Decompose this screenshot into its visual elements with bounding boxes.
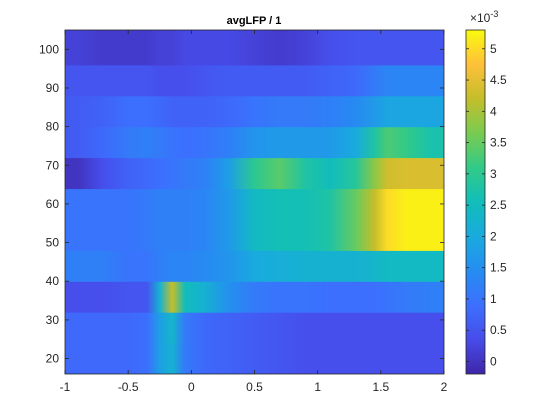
- y-tick-label: 90: [46, 81, 60, 95]
- y-tick-label: 80: [46, 120, 60, 134]
- heatmap-band: [65, 64, 444, 97]
- x-axis: -1 -0.5 0 0.5 1 1.5 2: [60, 30, 448, 394]
- heatmap-band: [65, 281, 444, 313]
- colorbar-tick-label: 4.5: [490, 73, 507, 87]
- x-tick-label: -0.5: [118, 380, 139, 394]
- heatmap-band: [65, 126, 444, 159]
- heatmap-band: [65, 157, 444, 190]
- colorbar-exponent: ×10-3: [470, 9, 498, 25]
- x-tick-label: 1.5: [372, 380, 389, 394]
- x-tick-label: -1: [60, 380, 71, 394]
- colorbar-tick-label: 3: [490, 167, 497, 181]
- heatmap-band: [65, 95, 444, 128]
- x-tick-label: 1: [314, 380, 321, 394]
- heatmap-band: [65, 250, 444, 282]
- colorbar-tick-label: 0: [490, 354, 497, 368]
- y-tick-label: 20: [46, 352, 60, 366]
- colorbar-tick-label: 2.5: [490, 198, 507, 212]
- colorbar: [466, 30, 485, 374]
- colorbar-exponent-power: -3: [490, 9, 498, 19]
- heatmap-band: [65, 219, 444, 251]
- y-axis: 20 30 40 50 60 70 80 90 100: [39, 42, 444, 366]
- y-tick-label: 50: [46, 236, 60, 250]
- colorbar-axis: 0 0.5 1 1.5 2 2.5 3 3.5 4 4.5 5: [466, 42, 507, 368]
- colorbar-tick-label: 3.5: [490, 136, 507, 150]
- colorbar-tick-label: 1: [490, 292, 497, 306]
- x-tick-label: 2: [441, 380, 448, 394]
- x-tick-label: 0.5: [246, 380, 263, 394]
- x-tick-label: 0: [188, 380, 195, 394]
- y-tick-label: 40: [46, 274, 60, 288]
- y-tick-label: 30: [46, 313, 60, 327]
- colorbar-exponent-base: ×10: [470, 11, 491, 25]
- y-tick-label: 60: [46, 197, 60, 211]
- colorbar-frame: [465, 29, 486, 375]
- heatmap-band: [65, 312, 444, 344]
- y-tick-label: 100: [39, 42, 59, 56]
- heatmap-band: [65, 30, 444, 66]
- colorbar-tick-label: 5: [490, 42, 497, 56]
- colorbar-tick-label: 0.5: [490, 323, 507, 337]
- colorbar-tick-label: 1.5: [490, 261, 507, 275]
- heatmap-band: [65, 343, 444, 374]
- heatmap-band: [65, 188, 444, 220]
- y-tick-label: 70: [46, 158, 60, 172]
- colorbar-tick-label: 4: [490, 104, 497, 118]
- colorbar-tick-label: 2: [490, 229, 497, 243]
- heatmap-cells: [65, 30, 444, 374]
- chart-title: avgLFP / 1: [227, 15, 282, 27]
